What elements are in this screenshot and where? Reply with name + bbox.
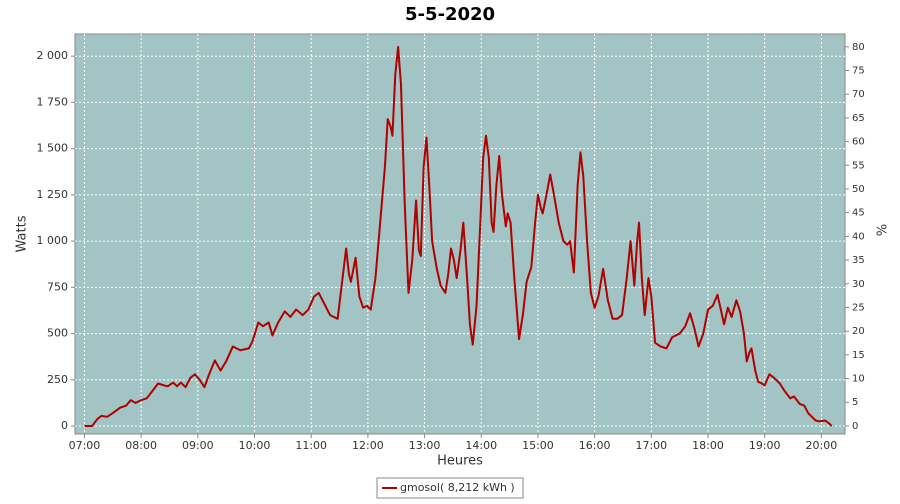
y-tick-label: 500	[47, 327, 68, 340]
y-axis-label: Watts	[15, 215, 30, 252]
legend-label: gmosol( 8,212 kWh )	[400, 481, 515, 494]
x-tick-label: 08:00	[125, 439, 157, 452]
y2-tick-label: 80	[852, 42, 865, 53]
y2-tick-label: 50	[852, 184, 865, 195]
x-tick-label: 11:00	[295, 439, 327, 452]
y2-tick-label: 20	[852, 326, 865, 337]
y2-tick-label: 45	[852, 208, 865, 219]
series-line	[84, 45, 833, 428]
x-tick-label: 17:00	[635, 439, 667, 452]
plot-area	[74, 33, 846, 435]
y2-tick-label: 15	[852, 350, 865, 361]
x-tick-label: 14:00	[465, 439, 497, 452]
y-tick-label: 1 500	[37, 142, 69, 155]
x-tick-label: 19:00	[749, 439, 781, 452]
y-tick-label: 1 250	[37, 188, 69, 201]
y2-tick-label: 55	[852, 160, 865, 171]
y2-tick-label: 35	[852, 255, 865, 266]
y2-tick-label: 25	[852, 302, 865, 313]
y-tick-label: 2 000	[37, 49, 69, 62]
x-tick-label: 07:00	[69, 439, 101, 452]
legend-box	[376, 477, 524, 499]
y2-tick-label: 5	[852, 397, 858, 408]
y-tick-label: 1 750	[37, 95, 69, 108]
x-tick-label: 15:00	[522, 439, 554, 452]
y-tick-label: 0	[61, 419, 68, 432]
y2-tick-label: 60	[852, 137, 865, 148]
x-tick-label: 10:00	[239, 439, 271, 452]
legend: gmosol( 8,212 kWh )	[376, 477, 524, 499]
x-tick-label: 13:00	[409, 439, 441, 452]
chart-title: 5-5-2020	[405, 4, 495, 25]
x-tick-label: 16:00	[579, 439, 611, 452]
x-axis-label: Heures	[437, 454, 483, 469]
y2-tick-label: 70	[852, 89, 865, 100]
y2-tick-label: 65	[852, 113, 865, 124]
x-tick-label: 20:00	[806, 439, 838, 452]
y2-tick-label: 10	[852, 374, 865, 385]
y2-axis-label: %	[873, 224, 888, 236]
y2-tick-label: 0	[852, 421, 858, 432]
y2-tick-label: 75	[852, 65, 865, 76]
x-tick-label: 12:00	[352, 439, 384, 452]
y2-tick-label: 30	[852, 279, 865, 290]
y-tick-label: 750	[47, 280, 68, 293]
y2-tick-label: 40	[852, 231, 865, 242]
x-tick-label: 09:00	[182, 439, 214, 452]
x-tick-label: 18:00	[692, 439, 724, 452]
y-tick-label: 1 000	[37, 234, 69, 247]
y-tick-label: 250	[47, 373, 68, 386]
